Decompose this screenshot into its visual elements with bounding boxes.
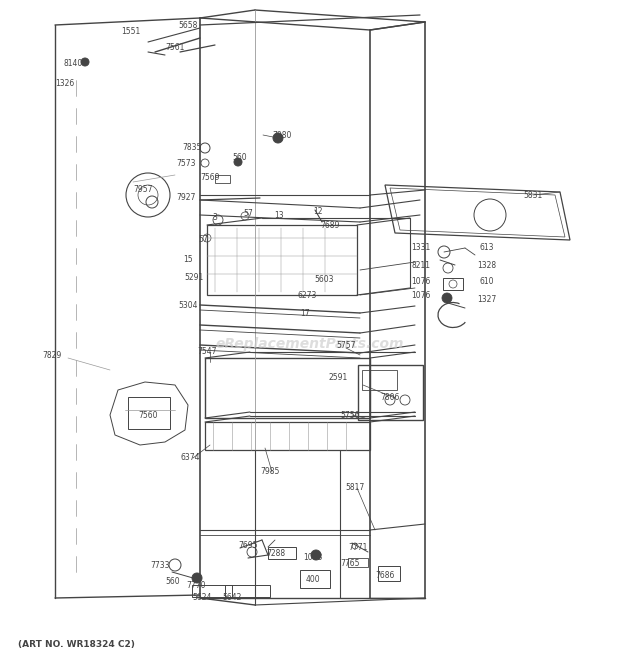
Text: 7771: 7771 [348,543,368,551]
Text: 7080: 7080 [272,130,291,139]
Text: (ART NO. WR18324 C2): (ART NO. WR18324 C2) [18,641,135,650]
Text: 7288: 7288 [267,549,286,557]
Text: 613: 613 [480,243,494,253]
Text: 7927: 7927 [176,194,196,202]
Text: 5603: 5603 [314,274,334,284]
Bar [207,225,357,295]
Circle shape [81,58,89,66]
Text: 5756: 5756 [340,410,360,420]
Text: 610: 610 [480,276,494,286]
Text: 7686: 7686 [375,570,395,580]
Text: 7770: 7770 [186,580,206,590]
Text: 1551: 1551 [122,28,141,36]
Text: 1326: 1326 [55,79,74,87]
Circle shape [273,133,283,143]
Bar [358,365,423,420]
Text: 57: 57 [198,235,208,245]
Text: 1063: 1063 [303,553,322,563]
Text: 7765: 7765 [340,559,360,568]
Text: 400: 400 [306,576,321,584]
Text: 3: 3 [213,214,218,223]
Circle shape [234,158,242,166]
Text: 2591: 2591 [329,373,348,383]
Text: 5831: 5831 [523,190,542,200]
Bar [205,358,370,418]
Text: 7733: 7733 [150,561,170,570]
Text: 7695: 7695 [238,541,258,549]
Text: 17: 17 [300,309,310,319]
Text: 5291: 5291 [184,274,203,282]
Bar [205,422,370,450]
Text: 7573: 7573 [176,159,196,169]
Text: 5658: 5658 [179,20,198,30]
Text: 7547: 7547 [197,348,217,356]
Bar [225,585,270,597]
Text: 7569: 7569 [200,173,219,182]
Bar [348,558,368,567]
Bar [268,547,296,559]
Bar [443,278,463,290]
Text: 5642: 5642 [223,592,242,602]
Circle shape [192,573,202,583]
Text: 57: 57 [243,208,253,217]
Bar [378,566,400,581]
Text: 15: 15 [183,256,193,264]
Text: 560: 560 [232,153,247,163]
Text: 7985: 7985 [260,467,280,477]
Text: 7806: 7806 [380,393,400,403]
Text: 13: 13 [274,210,284,219]
Text: 1076: 1076 [411,276,431,286]
Bar [362,370,397,390]
Text: 5304: 5304 [179,301,198,311]
Circle shape [442,293,452,303]
Text: 560: 560 [166,578,180,586]
Text: 7560: 7560 [138,410,157,420]
Bar [215,175,230,183]
Text: 8211: 8211 [412,260,430,270]
Bar [128,397,170,429]
Text: 5817: 5817 [345,483,365,492]
Text: 8140: 8140 [63,59,82,67]
Text: 7561: 7561 [166,44,185,52]
Text: 7835: 7835 [182,143,202,153]
Text: eReplacementParts.com: eReplacementParts.com [216,336,404,351]
Text: 6374: 6374 [180,453,200,463]
Text: 1331: 1331 [412,243,431,253]
Text: 7957: 7957 [133,186,153,194]
Text: 1076: 1076 [411,292,431,301]
Text: 12: 12 [313,208,323,217]
Bar [192,585,232,597]
Text: 5757: 5757 [336,342,356,350]
Text: 1328: 1328 [477,260,497,270]
Text: 7829: 7829 [42,350,61,360]
Text: 6273: 6273 [298,292,317,301]
Circle shape [311,550,321,560]
Bar [300,570,330,588]
Text: 1327: 1327 [477,295,497,305]
Text: 7689: 7689 [321,221,340,229]
Text: 5624: 5624 [192,592,211,602]
